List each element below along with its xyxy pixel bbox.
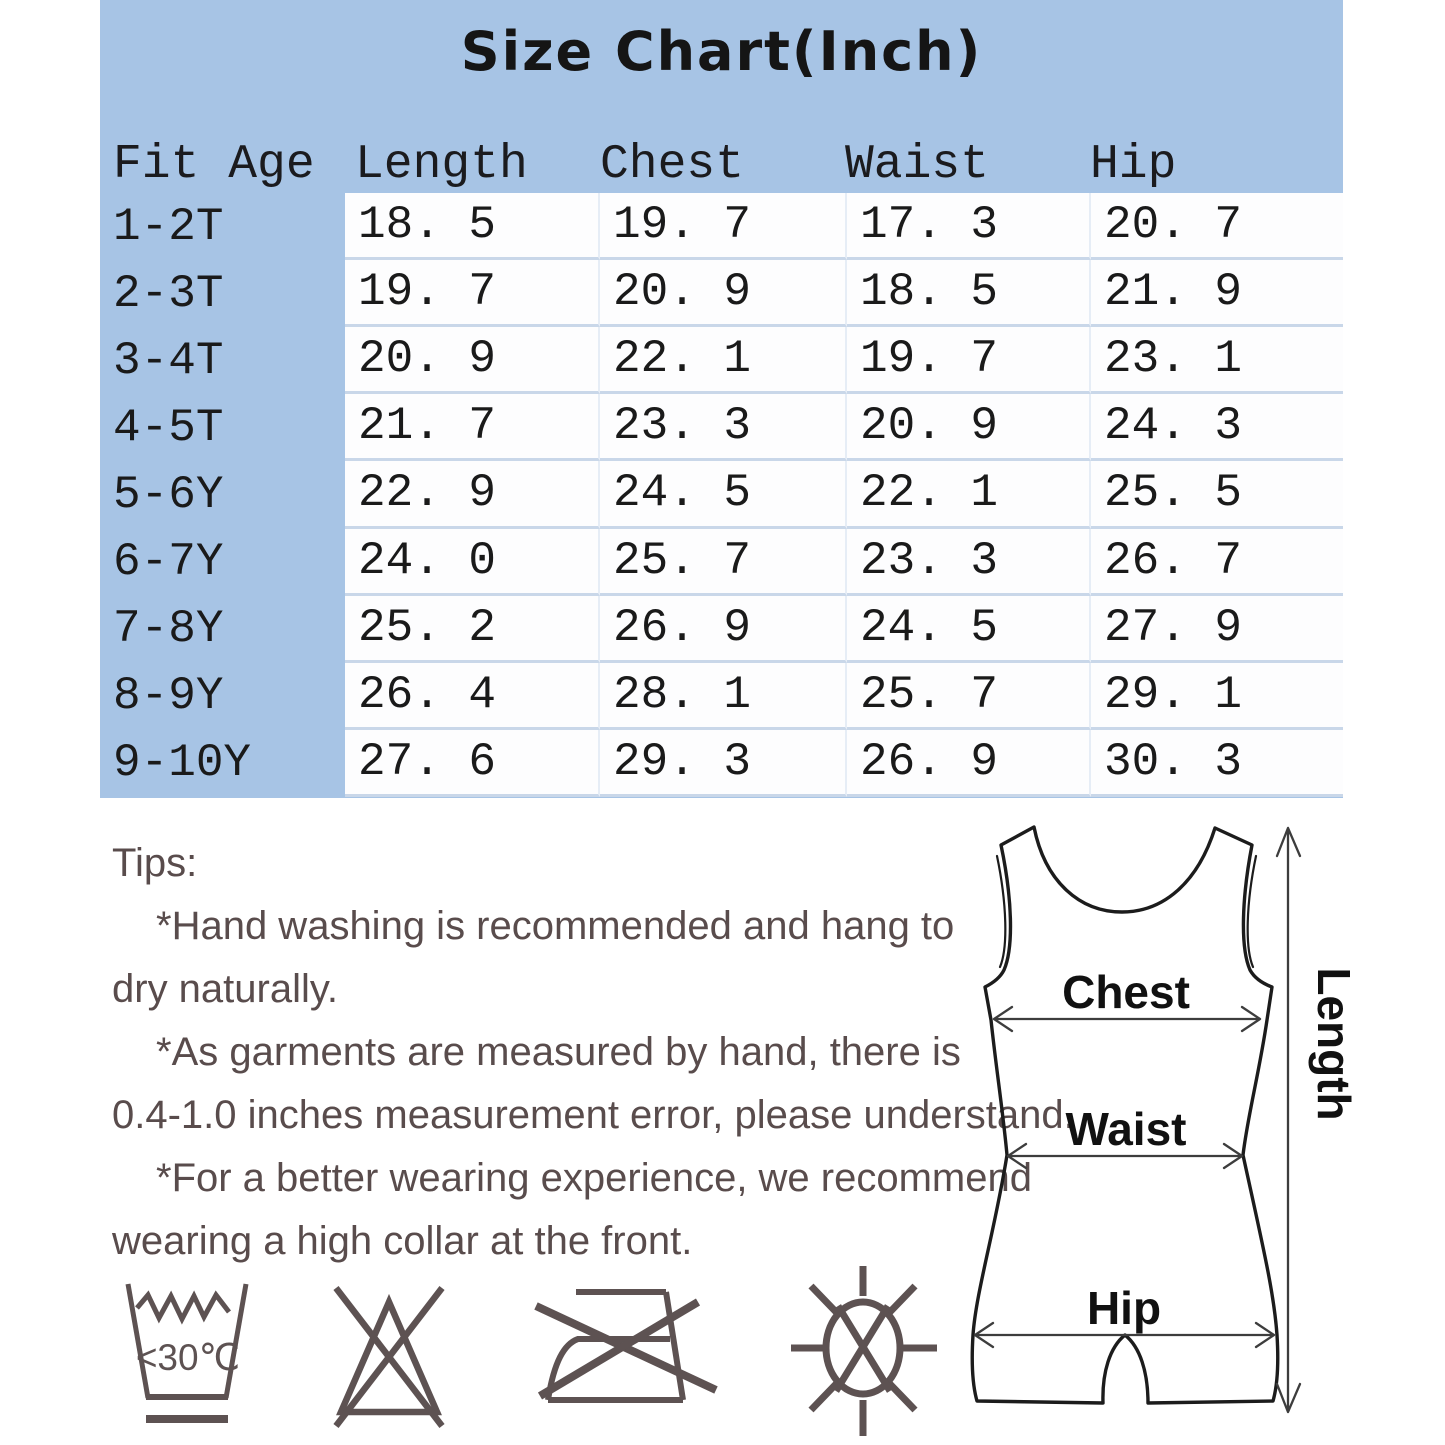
tip-line: 0.4-1.0 inches measurement error, please… — [112, 1093, 1075, 1137]
table-cell: 29. 3 — [600, 729, 847, 797]
tip-line: *As garments are measured by hand, there… — [156, 1030, 961, 1074]
table-cell: 18. 5 — [847, 260, 1091, 328]
table-cell: 23. 3 — [847, 528, 1091, 596]
table-cell: 20. 9 — [600, 260, 847, 328]
fit-age-label: 5-6Y — [113, 468, 224, 521]
table-cell: 24. 5 — [600, 461, 847, 529]
table-cell: 22. 9 — [345, 461, 600, 529]
fit-age-label: 2-3T — [113, 267, 224, 320]
do-not-iron-icon — [534, 1289, 718, 1403]
table-cell: 26. 9 — [600, 595, 847, 663]
fit-age-column: 1-2T 2-3T 3-4T 4-5T 5-6Y 6-7Y 7-8Y 8-9Y … — [113, 193, 343, 797]
table-cell: 25. 2 — [345, 595, 600, 663]
table-cell: 23. 1 — [1091, 327, 1343, 395]
table-cell: 20. 9 — [847, 394, 1091, 462]
do-not-bleach-icon — [333, 1286, 445, 1428]
table-cell: 19. 7 — [600, 193, 847, 261]
waist-label: Waist — [1066, 1103, 1187, 1155]
table-cell: 19. 7 — [345, 260, 600, 328]
table-cell: 25. 7 — [847, 662, 1091, 730]
table-cell: 19. 7 — [847, 327, 1091, 395]
table-cell: 24. 0 — [345, 528, 600, 596]
fit-age-label: 8-9Y — [113, 670, 224, 723]
table-cell: 20. 7 — [1091, 193, 1343, 261]
table-cell: 26. 9 — [847, 729, 1091, 797]
hip-label: Hip — [1087, 1282, 1161, 1334]
table-cell: 21. 9 — [1091, 260, 1343, 328]
column-header-fit-age: Fit Age — [113, 138, 315, 192]
leotard-outline — [970, 825, 1280, 1405]
tips-section: Tips: *Hand washing is recommended and h… — [112, 832, 1075, 1273]
column-header-length: Length — [355, 138, 528, 192]
column-header-hip: Hip — [1090, 138, 1177, 192]
do-not-sundry-icon — [791, 1266, 937, 1436]
column-header-chest: Chest — [600, 138, 745, 192]
size-table: 18. 5 19. 7 17. 3 20. 7 19. 7 20. 9 18. … — [345, 193, 1343, 797]
tips-heading: Tips: — [112, 841, 198, 885]
length-label: Length — [1308, 967, 1360, 1120]
table-cell: 26. 7 — [1091, 528, 1343, 596]
dimension-arrows — [973, 826, 1302, 1414]
wash-temp-label: <30℃ — [136, 1337, 240, 1378]
waist-arrow — [1006, 1142, 1244, 1170]
fit-age-label: 7-8Y — [113, 603, 224, 656]
table-cell: 24. 5 — [847, 595, 1091, 663]
fit-age-label: 3-4T — [113, 334, 224, 387]
hip-arrow — [973, 1321, 1276, 1349]
table-cell: 25. 7 — [600, 528, 847, 596]
table-cell: 18. 5 — [345, 193, 600, 261]
table-cell: 27. 9 — [1091, 595, 1343, 663]
tip-line: wearing a high collar at the front. — [112, 1219, 693, 1263]
length-arrow — [1275, 826, 1302, 1414]
table-cell: 22. 1 — [847, 461, 1091, 529]
fit-age-label: 1-2T — [113, 200, 224, 253]
table-cell: 20. 9 — [345, 327, 600, 395]
table-cell: 23. 3 — [600, 394, 847, 462]
table-cell: 24. 3 — [1091, 394, 1343, 462]
table-cell: 30. 3 — [1091, 729, 1343, 797]
table-cell: 26. 4 — [345, 662, 600, 730]
table-cell: 17. 3 — [847, 193, 1091, 261]
page-title: Size Chart(Inch) — [460, 20, 983, 83]
fit-age-label: 6-7Y — [113, 536, 224, 589]
table-cell: 29. 1 — [1091, 662, 1343, 730]
garment-measurement-diagram: Chest Waist Hip Length — [970, 825, 1360, 1414]
tip-line: *For a better wearing experience, we rec… — [156, 1156, 1032, 1200]
chest-label: Chest — [1062, 966, 1190, 1018]
fit-age-label: 9-10Y — [113, 737, 252, 790]
fit-age-label: 4-5T — [113, 401, 224, 454]
chest-arrow — [992, 1005, 1262, 1033]
table-cell: 25. 5 — [1091, 461, 1343, 529]
tip-line: *Hand washing is recommended and hang to — [156, 904, 955, 948]
hand-wash-30c-icon: <30℃ — [125, 1283, 249, 1423]
table-cell: 22. 1 — [600, 327, 847, 395]
table-cell: 28. 1 — [600, 662, 847, 730]
table-cell: 27. 6 — [345, 729, 600, 797]
column-header-waist: Waist — [845, 138, 990, 192]
tip-line: dry naturally. — [112, 967, 339, 1011]
table-cell: 21. 7 — [345, 394, 600, 462]
